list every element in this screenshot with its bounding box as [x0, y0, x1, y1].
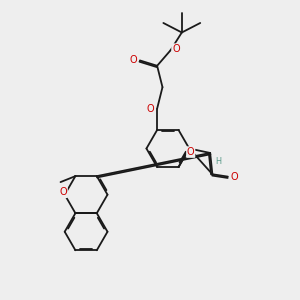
Text: O: O — [130, 56, 137, 65]
Text: O: O — [147, 103, 154, 114]
Text: O: O — [231, 172, 238, 182]
Text: O: O — [187, 147, 194, 157]
Text: O: O — [59, 187, 67, 197]
Text: H: H — [215, 158, 222, 166]
Text: O: O — [172, 44, 180, 54]
